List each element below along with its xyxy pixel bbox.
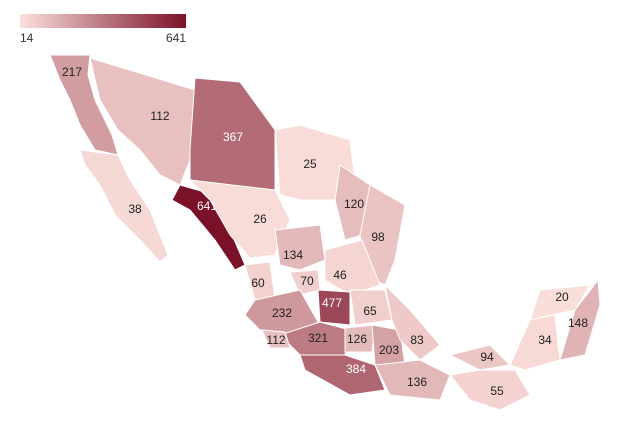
region — [529, 284, 591, 321]
region-label: 94 — [480, 350, 494, 364]
region-label: 217 — [62, 65, 82, 79]
region-label: 112 — [266, 333, 285, 347]
region-label: 641 — [197, 199, 217, 213]
region-label: 203 — [379, 343, 399, 357]
region-label: 232 — [272, 306, 292, 320]
region-label: 477 — [322, 296, 342, 310]
region — [334, 164, 371, 241]
region-label: 70 — [300, 274, 314, 288]
region-label: 384 — [346, 362, 366, 376]
region-label: 83 — [410, 333, 424, 347]
region-label: 25 — [303, 157, 317, 171]
map-title: 2020 — [20, 0, 69, 2]
region — [261, 329, 291, 349]
region — [449, 369, 531, 411]
region-label: 65 — [363, 304, 377, 318]
legend-min: 14 — [20, 31, 34, 45]
region-label: 126 — [347, 332, 367, 346]
region-label: 20 — [555, 290, 569, 304]
region-label: 321 — [308, 331, 328, 345]
region-label: 136 — [407, 375, 427, 389]
region-label: 367 — [223, 130, 243, 144]
region — [274, 224, 326, 271]
region-label: 60 — [251, 276, 265, 290]
region-label: 34 — [538, 333, 552, 347]
region — [559, 278, 601, 361]
legend-bar — [20, 14, 186, 28]
region-label: 46 — [333, 268, 347, 282]
labels: 217 38 112 367 25 641 26 120 98 134 70 46 60 477 65 232… — [62, 65, 588, 398]
region — [79, 149, 169, 263]
region-label: 55 — [490, 384, 504, 398]
regions — [49, 54, 601, 411]
region — [509, 314, 561, 371]
region — [299, 354, 386, 396]
region — [317, 289, 351, 326]
region — [344, 324, 376, 353]
region-label: 38 — [128, 202, 142, 216]
region-label: 98 — [371, 230, 385, 244]
region — [188, 179, 291, 259]
region — [374, 359, 451, 401]
region-label: 112 — [150, 109, 169, 123]
legend-max: 641 — [166, 31, 186, 45]
region-label: 120 — [344, 197, 364, 211]
region-label: 148 — [568, 316, 588, 330]
region-label: 134 — [283, 248, 303, 262]
region-label: 26 — [253, 212, 267, 226]
